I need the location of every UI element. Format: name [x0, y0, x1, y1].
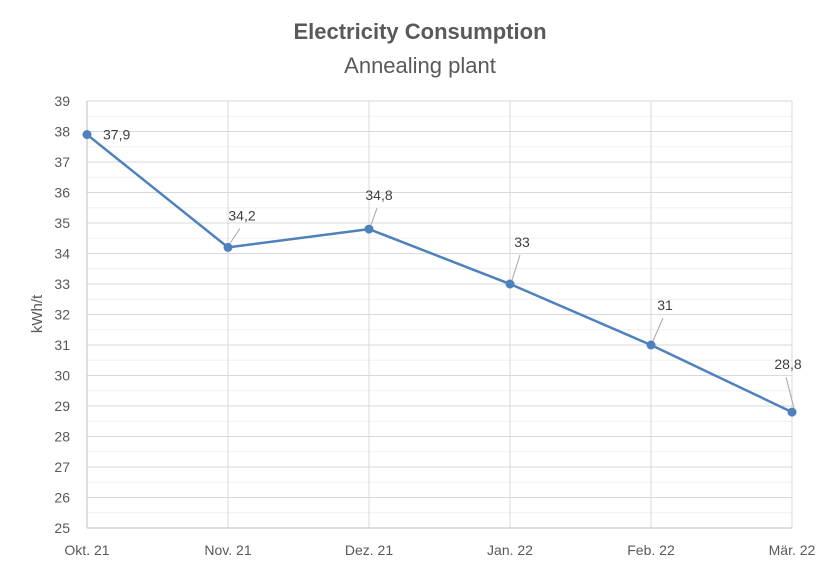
y-tick-label: 32: [54, 307, 70, 323]
data-label: 28,8: [774, 356, 801, 372]
data-point: [505, 279, 515, 289]
y-tick-label: 37: [54, 154, 70, 170]
y-tick-label: 36: [54, 185, 70, 201]
x-tick-label: Jan. 22: [487, 542, 533, 558]
data-label-leader: [370, 207, 378, 226]
data-labels: 37,9 34,2 34,8 33 31 28,8: [103, 127, 802, 409]
data-label: 31: [657, 297, 673, 313]
y-tick-label: 27: [54, 459, 70, 475]
data-point: [82, 130, 92, 140]
series-line: [86, 133, 793, 414]
data-label-leader: [652, 317, 664, 342]
y-tick-label: 31: [54, 337, 70, 353]
y-tick-label: 35: [54, 215, 70, 231]
y-tick-label: 38: [54, 124, 70, 140]
y-tick-label: 29: [54, 398, 70, 414]
data-point: [223, 242, 233, 252]
data-label: 33: [514, 234, 530, 250]
y-tick-label: 28: [54, 429, 70, 445]
y-tick-label: 25: [54, 520, 70, 536]
data-label-leader: [229, 228, 241, 244]
data-label: 34,8: [365, 187, 392, 203]
chart-subtitle: Annealing plant: [344, 53, 496, 78]
vertical-gridlines: [227, 101, 793, 528]
data-label: 34,2: [228, 207, 255, 223]
x-tick-label: Nov. 21: [204, 542, 251, 558]
y-tick-label: 26: [54, 490, 70, 506]
x-tick-label: Feb. 22: [627, 542, 675, 558]
y-tick-label: 34: [54, 246, 70, 262]
x-tick-label: Dez. 21: [345, 542, 393, 558]
y-tick-label: 39: [54, 93, 70, 109]
minor-gridlines: [87, 115, 792, 514]
data-point: [787, 407, 797, 417]
series-electricity: [82, 130, 797, 417]
data-label-leader: [511, 254, 521, 281]
data-label: 37,9: [103, 127, 130, 143]
x-tick-label: Okt. 21: [64, 542, 109, 558]
data-point: [646, 340, 656, 350]
y-tick-labels: 25 26 27 28 29 30 31 32 33 34 35 36 37 38 39: [54, 93, 70, 536]
y-axis-title: kWh/t: [29, 294, 46, 333]
x-tick-label: Mär. 22: [769, 542, 816, 558]
data-point: [364, 224, 374, 234]
y-tick-label: 33: [54, 276, 70, 292]
y-tick-label: 30: [54, 368, 70, 384]
data-label-leader: [785, 376, 795, 409]
axes: [86, 101, 792, 529]
chart-title: Electricity Consumption: [293, 19, 546, 44]
major-gridlines: [87, 100, 792, 498]
x-tick-labels: Okt. 21 Nov. 21 Dez. 21 Jan. 22 Feb. 22 Mär. …: [64, 542, 815, 558]
